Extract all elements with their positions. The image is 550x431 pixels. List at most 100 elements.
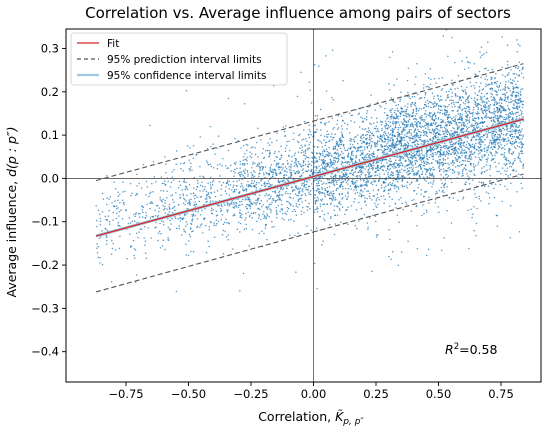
scatter-point bbox=[186, 213, 188, 215]
scatter-point bbox=[280, 208, 282, 210]
scatter-point bbox=[122, 191, 124, 193]
scatter-point bbox=[322, 153, 324, 155]
scatter-point bbox=[144, 226, 146, 228]
scatter-point bbox=[490, 81, 493, 84]
scatter-point bbox=[379, 167, 381, 170]
scatter-point bbox=[445, 130, 447, 132]
scatter-point bbox=[308, 193, 310, 195]
scatter-point bbox=[251, 228, 254, 231]
scatter-point bbox=[417, 121, 419, 123]
scatter-point bbox=[414, 83, 416, 86]
scatter-point bbox=[518, 69, 521, 72]
scatter-point bbox=[490, 152, 492, 154]
scatter-point bbox=[252, 163, 254, 165]
scatter-point bbox=[411, 141, 414, 144]
scatter-point bbox=[423, 176, 425, 178]
scatter-point bbox=[317, 200, 319, 202]
scatter-point bbox=[301, 169, 304, 172]
scatter-point bbox=[173, 205, 176, 208]
scatter-point bbox=[402, 208, 404, 211]
scatter-point bbox=[459, 50, 461, 52]
scatter-point bbox=[199, 175, 201, 177]
scatter-point bbox=[488, 100, 490, 102]
scatter-point bbox=[331, 96, 333, 99]
scatter-point bbox=[420, 108, 423, 110]
scatter-point bbox=[304, 199, 307, 202]
scatter-point bbox=[440, 118, 442, 121]
scatter-point bbox=[383, 190, 385, 193]
scatter-point bbox=[333, 183, 335, 185]
scatter-point bbox=[403, 136, 405, 139]
scatter-point bbox=[500, 130, 502, 133]
scatter-point bbox=[399, 126, 402, 129]
scatter-point bbox=[503, 116, 505, 119]
scatter-point bbox=[500, 102, 503, 104]
scatter-point bbox=[352, 154, 354, 157]
scatter-point bbox=[439, 133, 441, 136]
scatter-point bbox=[106, 197, 108, 199]
scatter-point bbox=[482, 183, 484, 185]
scatter-point bbox=[359, 176, 362, 178]
scatter-point bbox=[293, 208, 296, 211]
scatter-point bbox=[322, 167, 325, 170]
scatter-point bbox=[405, 152, 408, 155]
scatter-point bbox=[415, 135, 418, 138]
scatter-point bbox=[452, 109, 455, 112]
scatter-point bbox=[432, 168, 434, 171]
scatter-point bbox=[239, 163, 242, 166]
scatter-point bbox=[115, 217, 118, 220]
scatter-point bbox=[436, 160, 438, 162]
scatter-point bbox=[375, 117, 378, 120]
scatter-point bbox=[243, 176, 246, 178]
scatter-point bbox=[420, 157, 423, 160]
scatter-point bbox=[433, 97, 435, 100]
scatter-point bbox=[264, 227, 267, 230]
scatter-point bbox=[495, 72, 497, 75]
scatter-point bbox=[513, 146, 516, 148]
scatter-point bbox=[297, 141, 300, 144]
scatter-point bbox=[502, 133, 505, 136]
scatter-point bbox=[324, 55, 327, 57]
scatter-point bbox=[279, 186, 282, 189]
scatter-point bbox=[342, 181, 344, 184]
scatter-point bbox=[158, 210, 160, 213]
scatter-point bbox=[233, 175, 235, 177]
scatter-point bbox=[243, 228, 246, 230]
scatter-point bbox=[435, 121, 437, 124]
scatter-point bbox=[101, 230, 103, 232]
scatter-point bbox=[426, 153, 428, 156]
scatter-point bbox=[507, 113, 510, 116]
scatter-point bbox=[318, 169, 320, 172]
scatter-point bbox=[491, 158, 494, 160]
scatter-point bbox=[316, 182, 318, 185]
scatter-point bbox=[110, 280, 113, 283]
scatter-point bbox=[438, 169, 441, 172]
scatter-point bbox=[470, 208, 472, 211]
scatter-point bbox=[461, 108, 464, 111]
scatter-point bbox=[445, 150, 448, 153]
scatter-point bbox=[229, 203, 231, 206]
scatter-point bbox=[334, 147, 337, 150]
scatter-point bbox=[415, 156, 417, 159]
scatter-point bbox=[518, 142, 520, 144]
scatter-point bbox=[433, 176, 435, 178]
scatter-point bbox=[227, 184, 230, 186]
scatter-point bbox=[469, 170, 472, 173]
scatter-point bbox=[515, 130, 518, 132]
scatter-point bbox=[222, 253, 225, 255]
scatter-point bbox=[444, 162, 447, 165]
scatter-point bbox=[292, 197, 295, 200]
scatter-point bbox=[191, 218, 194, 220]
scatter-point bbox=[163, 182, 165, 185]
scatter-point bbox=[436, 125, 439, 127]
scatter-point bbox=[154, 226, 156, 229]
scatter-point bbox=[427, 122, 430, 124]
scatter-point bbox=[325, 169, 328, 172]
scatter-point bbox=[468, 157, 471, 159]
scatter-point bbox=[278, 191, 280, 194]
scatter-point bbox=[334, 151, 337, 154]
scatter-point bbox=[447, 117, 449, 119]
scatter-point bbox=[375, 233, 378, 236]
scatter-point bbox=[408, 118, 411, 121]
scatter-point bbox=[491, 148, 494, 151]
